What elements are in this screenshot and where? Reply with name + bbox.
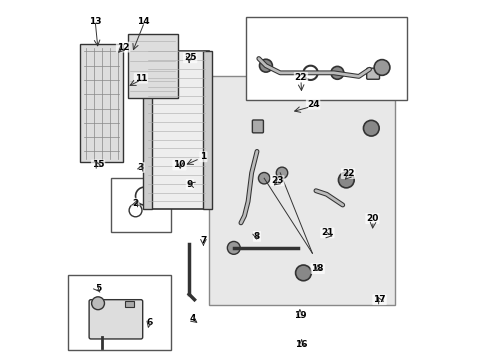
Text: 25: 25 — [183, 53, 196, 62]
Text: 4: 4 — [189, 314, 196, 323]
Bar — [124, 301, 134, 307]
Text: 17: 17 — [372, 295, 385, 304]
Circle shape — [91, 297, 104, 310]
FancyBboxPatch shape — [67, 275, 171, 350]
Text: 11: 11 — [134, 74, 147, 83]
Text: 7: 7 — [200, 235, 206, 244]
Text: 20: 20 — [366, 214, 378, 223]
Circle shape — [259, 59, 272, 72]
Text: 22: 22 — [294, 73, 306, 82]
Circle shape — [295, 265, 311, 281]
Text: 6: 6 — [146, 318, 153, 327]
FancyBboxPatch shape — [366, 68, 379, 79]
Text: 5: 5 — [95, 284, 101, 293]
FancyBboxPatch shape — [246, 18, 406, 100]
Text: 14: 14 — [137, 17, 149, 26]
FancyBboxPatch shape — [110, 178, 171, 232]
Text: 13: 13 — [89, 17, 101, 26]
Text: 10: 10 — [173, 161, 185, 170]
Circle shape — [258, 172, 269, 184]
Text: 1: 1 — [200, 152, 206, 161]
Text: 16: 16 — [295, 340, 307, 349]
FancyBboxPatch shape — [252, 120, 263, 133]
Text: 9: 9 — [186, 180, 193, 189]
Circle shape — [363, 120, 378, 136]
Text: 19: 19 — [293, 311, 305, 320]
Circle shape — [338, 172, 353, 188]
Bar — [203, 51, 212, 208]
Bar — [142, 51, 151, 208]
FancyBboxPatch shape — [208, 76, 394, 305]
Text: 24: 24 — [306, 100, 319, 109]
Text: 22: 22 — [341, 169, 354, 178]
Circle shape — [373, 60, 389, 75]
Text: 8: 8 — [253, 232, 260, 241]
Circle shape — [227, 242, 240, 254]
FancyBboxPatch shape — [89, 300, 142, 339]
Text: 2: 2 — [132, 199, 139, 208]
Text: 15: 15 — [92, 161, 104, 170]
Text: 23: 23 — [270, 176, 283, 185]
Bar — [146, 51, 208, 208]
Circle shape — [276, 167, 287, 179]
Text: 3: 3 — [138, 163, 144, 172]
Bar — [80, 44, 123, 162]
Circle shape — [330, 66, 343, 79]
Text: 12: 12 — [117, 42, 129, 51]
Bar — [128, 33, 178, 98]
Text: 21: 21 — [321, 228, 333, 237]
Text: 18: 18 — [311, 264, 324, 273]
